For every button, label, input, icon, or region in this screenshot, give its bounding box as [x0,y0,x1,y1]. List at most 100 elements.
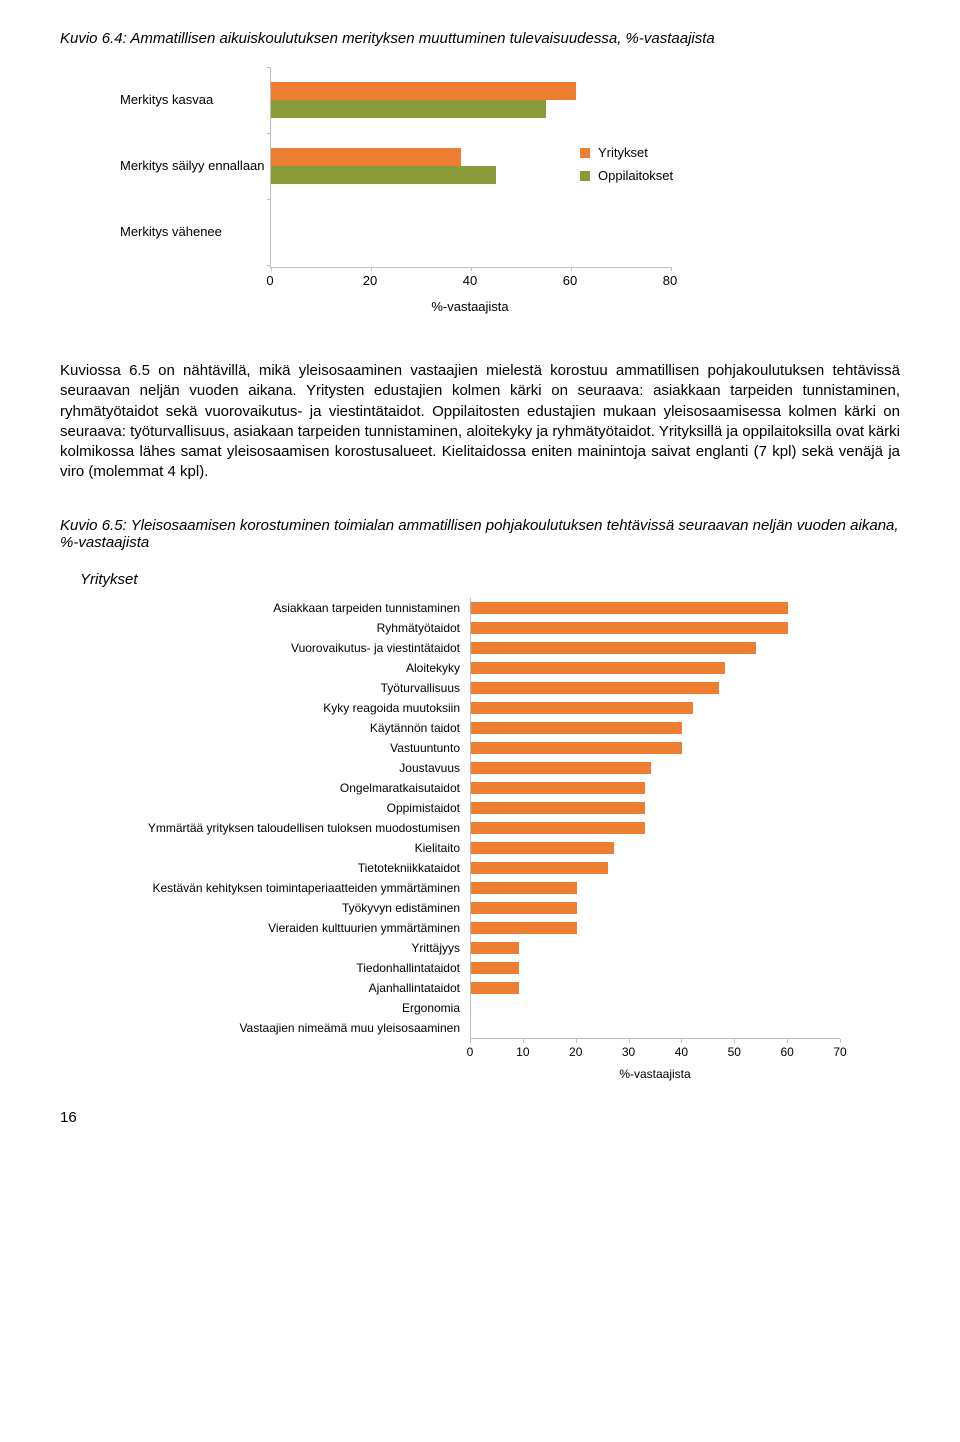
chart2-xtick-label: 40 [675,1045,688,1059]
chart2-bar [471,942,519,954]
chart1-cat-label: Merkitys säilyy ennallaan [120,158,280,173]
chart2-row: Ergonomia [80,998,880,1018]
chart2-bar [471,662,725,674]
chart2-row: Joustavuus [80,758,880,778]
chart2-label: Ergonomia [80,1001,470,1015]
chart2-row: Käytännön taidot [80,718,880,738]
legend-label: Oppilaitokset [598,168,673,183]
chart2-plot-cell [470,758,841,778]
chart2-bar [471,722,682,734]
chart1-xtick-label: 20 [363,273,377,288]
chart2-plot-cell [470,858,841,878]
legend-row: Oppilaitokset [580,168,673,183]
chart2-label: Oppimistaidot [80,801,470,815]
chart2-row: Ongelmaratkaisutaidot [80,778,880,798]
chart2-row: Kielitaito [80,838,880,858]
chart2-plot-cell [470,958,841,978]
chart2-label: Vieraiden kulttuurien ymmärtäminen [80,921,470,935]
page-number: 16 [60,1109,900,1126]
chart2-row: Tietotekniikkataidot [80,858,880,878]
chart2-label: Käytännön taidot [80,721,470,735]
chart2-label: Kielitaito [80,841,470,855]
chart2-label: Aloitekyky [80,661,470,675]
chart2-xtick-label: 10 [516,1045,529,1059]
chart1-bar [271,148,461,166]
chart2-bar [471,682,719,694]
chart2-row: Kestävän kehityksen toimintaperiaatteide… [80,878,880,898]
chart2-row: Kyky reagoida muutoksiin [80,698,880,718]
chart2-bar [471,702,693,714]
chart2-plot-cell [470,638,841,658]
chart2-plot-cell [470,1018,841,1038]
chart2-plot-cell [470,618,841,638]
chart2-label: Joustavuus [80,761,470,775]
chart2-xtick-label: 0 [467,1045,474,1059]
chart2-plot-cell [470,938,841,958]
chart2-row: Ajanhallintataidot [80,978,880,998]
chart2-plot-cell [470,918,841,938]
chart2-label: Tietotekniikkataidot [80,861,470,875]
chart2-plot-cell [470,718,841,738]
chart2-plot-cell [470,658,841,678]
chart2-plot-cell [470,598,841,618]
chart2-label: Ongelmaratkaisutaidot [80,781,470,795]
chart2-row: Asiakkaan tarpeiden tunnistaminen [80,598,880,618]
chart1-bar [271,82,576,100]
chart1-legend: Yritykset Oppilaitokset [580,145,673,191]
chart2-label: Ymmärtää yrityksen taloudellisen tulokse… [80,821,470,835]
chart2-bar [471,982,519,994]
figure2-title: Kuvio 6.5: Yleisosaamisen korostuminen t… [60,517,900,551]
chart2-row: Tiedonhallintataidot [80,958,880,978]
chart2-row: Ryhmätyötaidot [80,618,880,638]
chart2-bar [471,622,788,634]
chart2-bar [471,762,651,774]
body-prefix: Kuviossa 6.5 [60,362,150,379]
chart2-bar [471,602,788,614]
legend-label: Yritykset [598,145,648,160]
chart1-xtick-label: 40 [463,273,477,288]
chart1-xtick-label: 0 [266,273,273,288]
chart2-label: Yrittäjyys [80,941,470,955]
chart2-bar [471,902,577,914]
chart2-wrap: Yritykset Asiakkaan tarpeiden tunnistami… [80,571,900,1089]
chart2-bar [471,862,608,874]
chart2-row: Yrittäjyys [80,938,880,958]
chart2-label: Työkyvyn edistäminen [80,901,470,915]
chart2-plot-cell [470,778,841,798]
chart2-row: Työkyvyn edistäminen [80,898,880,918]
chart2-bar [471,882,577,894]
chart1-xtick-label: 60 [563,273,577,288]
chart2-group-label: Yritykset [80,571,900,588]
body-rest: on nähtävillä, mikä yleisosaaminen vasta… [60,362,900,480]
chart2-label: Tiedonhallintataidot [80,961,470,975]
chart1-xtick-label: 80 [663,273,677,288]
chart2-label: Ryhmätyötaidot [80,621,470,635]
chart2-plot-cell [470,978,841,998]
chart2-row: Ymmärtää yrityksen taloudellisen tulokse… [80,818,880,838]
chart2-label: Vuorovaikutus- ja viestintätaidot [80,641,470,655]
chart2-plot-cell [470,818,841,838]
chart2-xtick-label: 60 [780,1045,793,1059]
chart2-label: Kestävän kehityksen toimintaperiaatteide… [80,881,470,895]
chart2-plot-cell [470,678,841,698]
chart2-bar [471,822,645,834]
chart2-bar [471,962,519,974]
chart2-bar [471,922,577,934]
chart2-xtick-label: 30 [622,1045,635,1059]
chart2-label: Ajanhallintataidot [80,981,470,995]
chart2-xaxis-title: %-vastaajista [619,1067,690,1081]
chart2-xtick-label: 70 [833,1045,846,1059]
chart2-plot-cell [470,998,841,1018]
chart2-xtick-label: 50 [728,1045,741,1059]
chart2-plot-cell [470,738,841,758]
chart2-row: Vastuuntunto [80,738,880,758]
chart2-row: Vieraiden kulttuurien ymmärtäminen [80,918,880,938]
chart2-row: Aloitekyky [80,658,880,678]
chart2-label: Kyky reagoida muutoksiin [80,701,470,715]
chart2-bar [471,802,645,814]
chart2-plot-cell [470,878,841,898]
chart1-bar [271,166,496,184]
chart2-plot-cell [470,838,841,858]
chart1-cat-label: Merkitys vähenee [120,224,280,239]
chart2-xtick-label: 20 [569,1045,582,1059]
